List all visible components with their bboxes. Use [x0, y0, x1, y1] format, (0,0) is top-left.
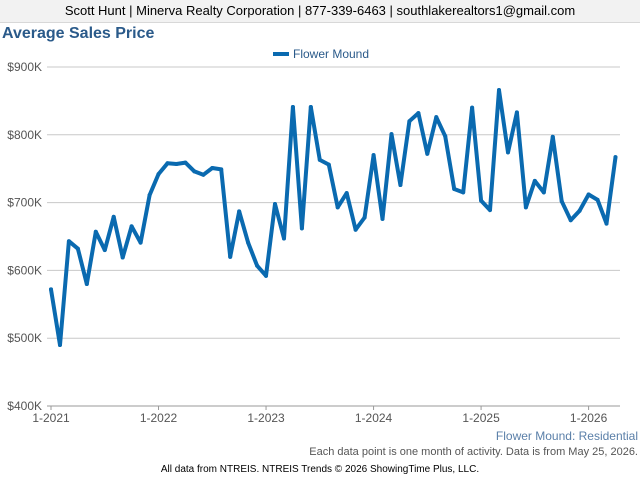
data-point [452, 187, 457, 192]
data-point [407, 119, 412, 124]
data-point [461, 190, 466, 195]
data-point [210, 166, 215, 171]
x-tick-label: 1-2023 [247, 411, 285, 425]
data-point [514, 110, 519, 115]
chart-subtitle: Flower Mound: Residential [495, 429, 638, 443]
y-tick-label: $600K [7, 263, 42, 277]
data-note: Each data point is one month of activity… [309, 446, 638, 458]
x-tick-label: 1-2021 [32, 411, 70, 425]
legend-swatch [273, 52, 289, 56]
data-point [532, 178, 537, 183]
data-point [362, 215, 367, 220]
data-point [183, 160, 188, 165]
data-point [57, 342, 62, 347]
series-line-flower-mound [49, 88, 618, 347]
data-point [84, 281, 89, 286]
data-point [577, 208, 582, 213]
data-point [568, 218, 573, 223]
data-point [120, 255, 125, 260]
data-point [586, 192, 591, 197]
data-point [595, 197, 600, 202]
y-tick-label: $500K [7, 331, 42, 345]
y-tick-label: $700K [7, 196, 42, 210]
data-point [416, 111, 421, 116]
data-point [219, 167, 224, 172]
data-point [228, 254, 233, 259]
data-point [246, 240, 251, 245]
footer-credit: All data from NTREIS. NTREIS Trends © 20… [160, 464, 480, 475]
data-point [165, 161, 170, 166]
data-point [380, 216, 385, 221]
data-point [255, 263, 260, 268]
data-point [192, 169, 197, 174]
data-point [559, 199, 564, 204]
legend-label: Flower Mound [293, 47, 370, 61]
data-point [488, 208, 493, 213]
data-point [138, 240, 143, 245]
data-point [111, 214, 116, 219]
x-tick-label: 1-2022 [140, 411, 178, 425]
contact-text: Scott Hunt | Minerva Realty Corporation … [64, 3, 576, 18]
data-point [264, 273, 269, 278]
data-point [317, 157, 322, 162]
data-point [550, 134, 555, 139]
data-point [75, 246, 80, 251]
x-tick-label: 1-2026 [570, 411, 608, 425]
data-point [174, 161, 179, 166]
data-point [299, 226, 304, 231]
data-point [425, 151, 430, 156]
data-point [371, 153, 376, 158]
data-point [443, 134, 448, 139]
data-point [497, 88, 501, 93]
y-tick-label: $900K [7, 60, 42, 74]
data-point [398, 182, 403, 187]
data-point [156, 172, 161, 177]
chart-legend: Flower Mound [273, 46, 369, 62]
data-point [201, 172, 206, 177]
data-point [479, 198, 484, 203]
y-tick-label: $400K [7, 399, 42, 413]
data-point [389, 132, 394, 137]
y-tick-label: $800K [7, 128, 42, 142]
data-point [147, 193, 152, 198]
data-point [344, 191, 349, 196]
data-point [49, 287, 53, 292]
data-point [470, 105, 475, 110]
data-point [129, 224, 134, 229]
data-point [326, 162, 331, 167]
data-point [434, 115, 439, 120]
data-point [353, 227, 358, 232]
data-point [290, 105, 295, 110]
data-point [237, 209, 242, 214]
data-point [102, 248, 107, 253]
data-point [541, 190, 546, 195]
data-point [308, 105, 313, 110]
data-point [604, 221, 609, 226]
x-tick-label: 1-2024 [355, 411, 393, 425]
data-point [505, 150, 510, 155]
contact-header-bar: Scott Hunt | Minerva Realty Corporation … [0, 0, 640, 23]
data-point [273, 201, 277, 206]
data-point [93, 229, 98, 234]
data-point [335, 205, 340, 210]
chart-title: Average Sales Price [2, 25, 155, 42]
data-point [66, 239, 71, 244]
x-tick-label: 1-2025 [462, 411, 500, 425]
data-point [613, 155, 618, 160]
data-point [281, 236, 286, 241]
data-point [523, 205, 528, 210]
